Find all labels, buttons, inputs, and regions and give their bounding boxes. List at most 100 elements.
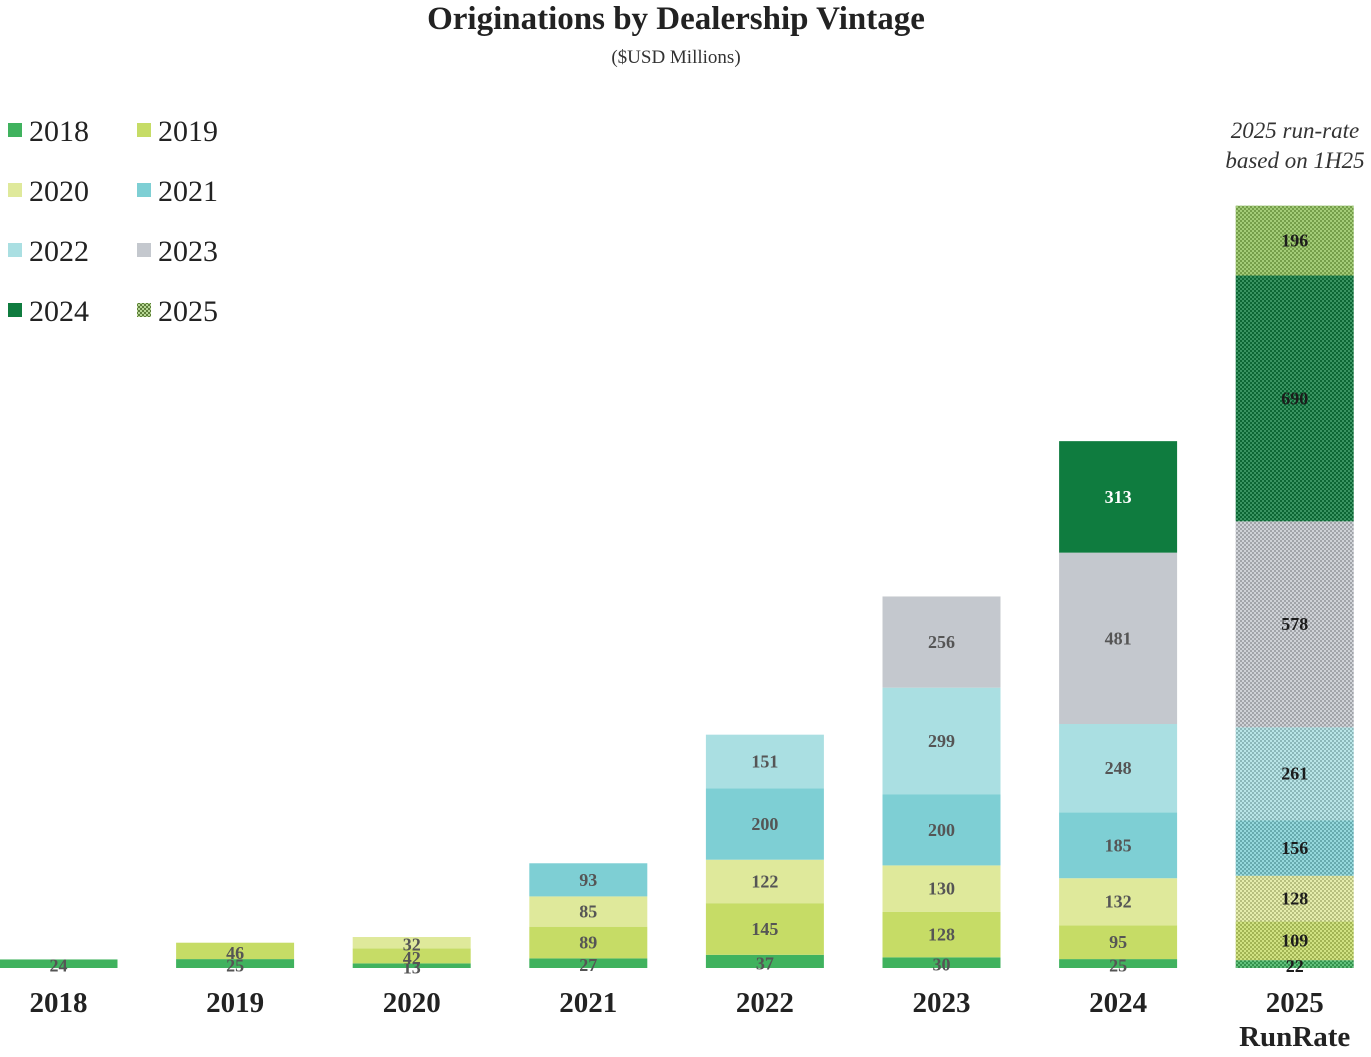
legend-label: 2021 xyxy=(158,175,218,208)
bar-2019-series-2018 xyxy=(176,959,295,968)
category-label: 2019 xyxy=(206,987,264,1019)
value-label: 261 xyxy=(1281,764,1308,784)
legend-item-2021: 2021 xyxy=(137,175,218,208)
value-label: 89 xyxy=(579,933,597,953)
chart-subtitle: ($USD Millions) xyxy=(611,47,740,68)
bar-segment: 256 xyxy=(882,596,1001,688)
hatch-overlay xyxy=(1235,960,1354,968)
bar-2024-series-2018 xyxy=(1059,959,1178,968)
legend-item-2023: 2023 xyxy=(137,235,218,268)
bar-2024-series-2019 xyxy=(1059,925,1178,960)
legend-label: 2025 xyxy=(158,295,218,328)
bar-segment: 93 xyxy=(529,863,648,897)
bar-2021-series-2020 xyxy=(529,896,648,927)
bar-2023-series-2021 xyxy=(882,794,1001,866)
value-label: 481 xyxy=(1105,628,1132,648)
legend-item-2024: 2024 xyxy=(8,295,89,328)
value-label: 42 xyxy=(403,948,421,968)
value-label: 85 xyxy=(579,902,597,922)
bar-2022-series-2020 xyxy=(705,859,824,904)
bar-2023-series-2022 xyxy=(882,687,1001,795)
category-label: 2024 xyxy=(1089,987,1147,1019)
bar-segment: 313 xyxy=(1059,441,1178,553)
bar-2020-series-2018 xyxy=(352,963,471,968)
bar-2021-series-2019 xyxy=(529,926,648,959)
bar-segment: 46 xyxy=(176,942,295,963)
legend-label: 2018 xyxy=(29,115,89,148)
bar-segment: 42 xyxy=(352,948,471,968)
bar-segment: 85 xyxy=(529,896,648,927)
bar-segment: 261 xyxy=(1235,727,1354,821)
value-label: 109 xyxy=(1281,931,1308,951)
value-label: 132 xyxy=(1105,892,1132,912)
bar-2021-series-2018 xyxy=(529,958,648,968)
bar-segment: 30 xyxy=(882,955,1001,975)
legend-item-2018: 2018 xyxy=(8,115,89,148)
value-label: 145 xyxy=(751,919,778,939)
bar-2022-series-2021 xyxy=(705,788,824,860)
hatch-overlay xyxy=(1235,727,1354,821)
bar-segment: 89 xyxy=(529,926,648,959)
legend-label: 2024 xyxy=(29,295,89,328)
bar-2023-series-2019 xyxy=(882,911,1001,958)
bar-segment: 130 xyxy=(882,865,1001,912)
value-label: 690 xyxy=(1281,388,1308,408)
bar-segment: 132 xyxy=(1059,878,1178,926)
value-label: 151 xyxy=(751,752,778,772)
legend: 2018 2019 2020 2021 2022 2023 2024 2025 xyxy=(8,115,218,328)
category-label: 2021 xyxy=(559,987,617,1019)
hatch-overlay xyxy=(1235,875,1354,922)
bars: 24 25461342322789859337145122200151301281… xyxy=(0,205,1354,978)
bar-segment: 109 xyxy=(1235,921,1354,961)
chart-title: Originations by Dealership Vintage xyxy=(427,1,925,37)
bar-2023-series-2020 xyxy=(882,865,1001,912)
bar-segment: 95 xyxy=(1059,925,1178,960)
bar-segment: 22 xyxy=(1235,956,1354,976)
bar-segment: 37 xyxy=(705,953,824,973)
bar-segment: 690 xyxy=(1235,275,1354,522)
value-label: 130 xyxy=(928,879,955,899)
legend-swatch xyxy=(8,303,22,317)
bar-2020-series-2019 xyxy=(352,948,471,964)
legend-swatch xyxy=(8,183,22,197)
bar-segment: 122 xyxy=(705,859,824,904)
bar-2022-series-2019 xyxy=(705,903,824,955)
legend-swatch-hatch xyxy=(137,303,151,317)
bar-2021-series-2021 xyxy=(529,863,648,897)
legend-swatch xyxy=(8,243,22,257)
category-label: 2018 xyxy=(30,987,88,1019)
bar-segment: 128 xyxy=(882,911,1001,958)
runrate-note-line-2: based on 1H25 xyxy=(1225,148,1364,173)
value-label: 200 xyxy=(928,820,955,840)
value-label: 93 xyxy=(579,870,597,890)
bar-segment: 196 xyxy=(1235,205,1354,276)
value-label: 256 xyxy=(928,632,955,652)
bar-segment: 185 xyxy=(1059,812,1178,879)
bar-segment: 299 xyxy=(882,687,1001,795)
value-label: 196 xyxy=(1281,231,1308,251)
legend-item-2020: 2020 xyxy=(8,175,89,208)
category-label: 2025 xyxy=(1266,987,1324,1019)
bar-segment: 27 xyxy=(529,955,648,975)
legend-label: 2020 xyxy=(29,175,89,208)
legend-label: 2023 xyxy=(158,235,218,268)
value-label: 95 xyxy=(1109,932,1127,952)
value-label: 156 xyxy=(1281,838,1308,858)
bar-2022-series-2022 xyxy=(705,734,824,789)
category-label: RunRate xyxy=(1239,1021,1350,1053)
value-label: 22 xyxy=(1286,956,1304,976)
value-label: 46 xyxy=(226,943,244,963)
hatch-overlay xyxy=(1235,521,1354,728)
bar-2023-series-2018 xyxy=(882,957,1001,968)
value-label: 248 xyxy=(1105,758,1132,778)
bar-2024-series-2021 xyxy=(1059,812,1178,879)
hatch-overlay xyxy=(1235,205,1354,276)
category-label: 2020 xyxy=(383,987,441,1019)
hatch-overlay xyxy=(1235,275,1354,522)
bar-segment: 128 xyxy=(1235,875,1354,922)
bar-2024-series-2024 xyxy=(1059,441,1178,553)
bar-segment: 481 xyxy=(1059,552,1178,724)
value-label: 578 xyxy=(1281,614,1308,634)
legend-item-2022: 2022 xyxy=(8,235,89,268)
